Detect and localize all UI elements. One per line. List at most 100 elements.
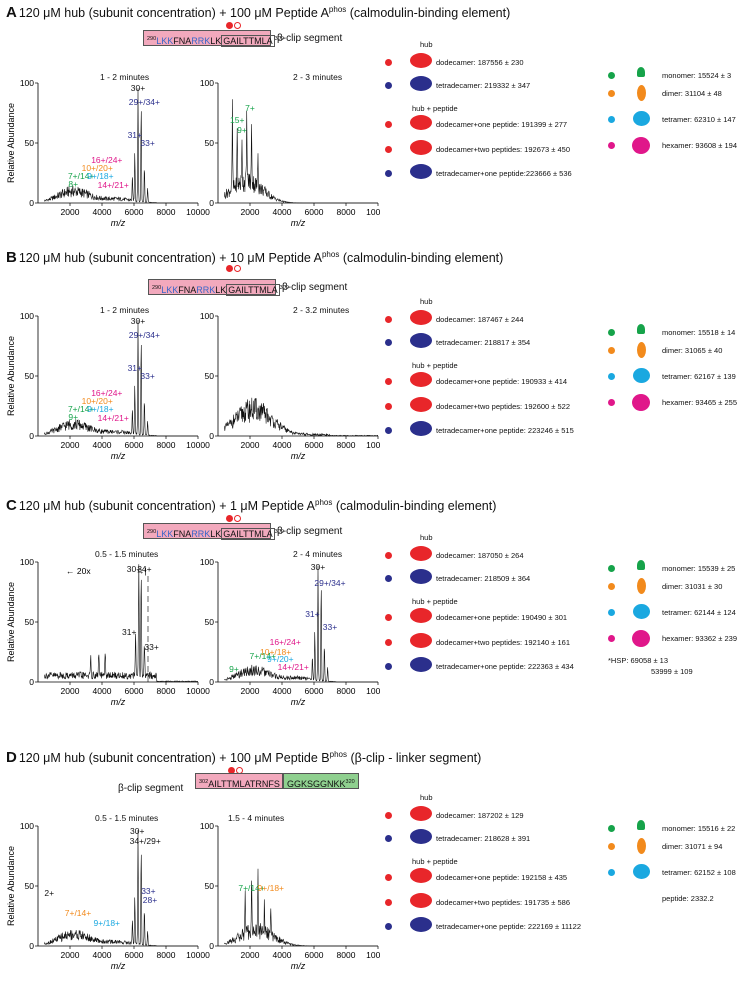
dodecamer-icon xyxy=(410,608,432,623)
legend-entry: dodecamer+two peptides: 192673 ± 450 xyxy=(436,145,571,154)
monomer-icon xyxy=(637,67,645,77)
legend-hub-peptide-heading: hub + peptide xyxy=(412,597,458,606)
x-tick-label: 8000 xyxy=(337,207,356,217)
panel-a: A 120 μM hub (subunit concentration) + 10… xyxy=(0,0,747,245)
tetradecamer-icon xyxy=(410,164,432,179)
peak-label: 30+ xyxy=(130,826,144,836)
legend-entry: dodecamer+one peptide: 192158 ± 435 xyxy=(436,873,568,882)
legend-dot xyxy=(385,812,392,819)
x-tick-label: 4000 xyxy=(273,950,292,960)
spectra: Relative Abundance 0 50 100 2000 4000 6000 8000… xyxy=(6,311,380,461)
x-tick-label: 2000 xyxy=(61,686,80,696)
species-dot xyxy=(608,609,615,616)
title-sup: phos xyxy=(329,749,347,759)
spectra: Relative Abundance 0 50 100 2000 4000 6000 8000… xyxy=(6,557,380,707)
peak-label: 34+ xyxy=(137,564,151,574)
species-dot xyxy=(608,843,615,850)
title-tail: (calmodulin-binding element) xyxy=(335,499,497,513)
legend-dot xyxy=(385,121,392,128)
panel-title: C 120 μM hub (subunit concentration) + 1 … xyxy=(6,497,496,514)
x-tick-label: 10000 xyxy=(366,207,380,217)
dimer-icon xyxy=(636,838,646,854)
time-label-2: 2 - 3.2 minutes xyxy=(293,305,350,315)
x-tick-label: 6000 xyxy=(125,686,144,696)
species-entry: dimer: 31071 ± 94 xyxy=(662,842,723,851)
time-label-1: 1 - 2 minutes xyxy=(100,72,150,82)
time-label-2: 2 - 4 minutes xyxy=(293,549,343,559)
legend-hub-heading: hub xyxy=(420,533,433,542)
peptide-sequence: 290LKKFNARRKLK GAILTTMLA 309 xyxy=(143,523,284,540)
species-dot xyxy=(608,142,615,149)
title-main: 120 μM hub (subunit concentration) + 100… xyxy=(18,6,329,20)
title-sup: phos xyxy=(321,249,340,259)
legend-hub-peptide-heading: hub + peptide xyxy=(412,104,458,113)
spectrum-trace xyxy=(44,829,198,947)
legend-entry: dodecamer: 187202 ± 129 xyxy=(436,811,524,820)
segment-label: β-clip segment xyxy=(118,783,184,794)
y-tick-label: 0 xyxy=(29,941,34,951)
y-tick-label: 0 xyxy=(29,431,34,441)
legend-dot xyxy=(385,82,392,89)
x-tick-label: 2000 xyxy=(241,440,260,450)
time-label-2: 2 - 3 minutes xyxy=(293,72,343,82)
y-tick-label: 0 xyxy=(209,431,214,441)
tetradecamer-icon xyxy=(410,421,432,436)
y-tick-label: 100 xyxy=(20,78,34,88)
spectrum-trace xyxy=(44,319,198,437)
peptide-sequence-pink: 302AILTTMLATRNFS xyxy=(195,773,283,789)
legend-hub-peptide-heading: hub + peptide xyxy=(412,361,458,370)
spectrum-trace xyxy=(44,564,199,683)
dodecamer-icon xyxy=(410,868,432,883)
x-axis-label: m/z xyxy=(291,961,306,971)
peak-label: 7+/14+ xyxy=(250,651,277,661)
species-dot xyxy=(608,635,615,642)
x-tick-label: 4000 xyxy=(93,686,112,696)
species-entry: monomer: 15516 ± 22 xyxy=(662,824,736,833)
y-tick-label: 0 xyxy=(209,198,214,208)
peak-label: 30+ xyxy=(131,83,145,93)
peak-label: 7+ xyxy=(245,103,255,113)
legend-dot xyxy=(385,170,392,177)
legend-entry: dodecamer+one peptide: 190490 ± 301 xyxy=(436,613,568,622)
peak-label: 33+ xyxy=(323,622,337,632)
panel-letter: C xyxy=(6,497,17,514)
peak-label: 9+ xyxy=(229,664,239,674)
panel-letter: A xyxy=(6,4,17,21)
peak-label: 9+/18+ xyxy=(258,883,285,893)
time-label-1: 0.5 - 1.5 minutes xyxy=(95,813,159,823)
x-tick-label: 10000 xyxy=(186,440,210,450)
y-tick-label: 100 xyxy=(200,311,214,321)
x-tick-label: 6000 xyxy=(125,440,144,450)
y-tick-label: 50 xyxy=(205,881,215,891)
x-tick-label: 8000 xyxy=(337,950,356,960)
x-tick-label: 2000 xyxy=(241,207,260,217)
peak-label: 30+ xyxy=(127,564,141,574)
spectrum-trace xyxy=(224,99,378,204)
peak-label: 15+ xyxy=(230,115,244,125)
species-dot xyxy=(608,583,615,590)
species-dot xyxy=(608,329,615,336)
monomer-icon xyxy=(637,820,645,830)
tetradecamer-icon xyxy=(410,657,432,672)
peak-label: 10+/20+ xyxy=(82,163,113,173)
species-entry: tetramer: 62144 ± 124 xyxy=(662,608,736,617)
peak-label: 29+/34+ xyxy=(314,578,345,588)
legend-dot xyxy=(385,923,392,930)
phospho-marker xyxy=(226,265,244,273)
title-tail: (calmodulin-binding element) xyxy=(342,251,504,265)
legend-entry: dodecamer: 187556 ± 230 xyxy=(436,58,524,67)
peak-label: 30+ xyxy=(311,562,325,572)
y-axis-label: Relative Abundance xyxy=(6,336,16,416)
peak-label: 33+ xyxy=(141,886,155,896)
x-axis-label: m/z xyxy=(111,218,126,228)
legend-dot xyxy=(385,427,392,434)
legend-dot xyxy=(385,59,392,66)
peak-label: 16+/24+ xyxy=(270,637,301,647)
dimer-icon xyxy=(636,578,646,594)
spectrum-trace xyxy=(224,565,378,683)
y-axis-label: Relative Abundance xyxy=(6,103,16,183)
title-main: 120 μM hub (subunit concentration) + 10 … xyxy=(18,251,322,265)
spectra: Relative Abundance 0 50 100 2000 4000 6000 8000… xyxy=(6,78,380,228)
tetramer-icon xyxy=(632,368,650,383)
legend-entry: tetradecamer: 218817 ± 354 xyxy=(436,338,531,347)
